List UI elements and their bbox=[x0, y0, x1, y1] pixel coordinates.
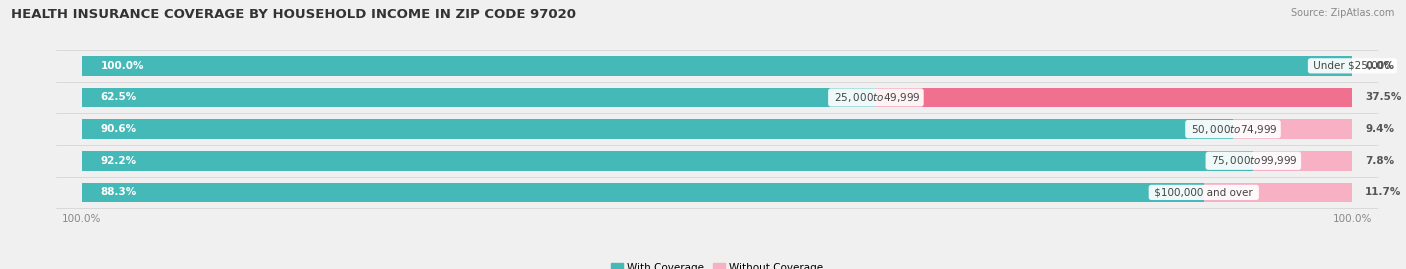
Text: 62.5%: 62.5% bbox=[101, 93, 136, 102]
Text: 7.8%: 7.8% bbox=[1365, 156, 1395, 166]
Legend: With Coverage, Without Coverage: With Coverage, Without Coverage bbox=[606, 259, 828, 269]
Bar bbox=[82, 56, 1353, 76]
Bar bbox=[82, 183, 1353, 202]
Bar bbox=[82, 151, 1253, 171]
Bar bbox=[82, 88, 876, 107]
Text: Under $25,000: Under $25,000 bbox=[1310, 61, 1395, 71]
Bar bbox=[82, 88, 1353, 107]
Text: $75,000 to $99,999: $75,000 to $99,999 bbox=[1208, 154, 1299, 167]
Text: 90.6%: 90.6% bbox=[101, 124, 136, 134]
Bar bbox=[1233, 119, 1353, 139]
Text: 0.0%: 0.0% bbox=[1365, 61, 1395, 71]
Bar bbox=[82, 183, 1204, 202]
Bar bbox=[876, 88, 1353, 107]
Text: 88.3%: 88.3% bbox=[101, 187, 136, 197]
Bar bbox=[1253, 151, 1353, 171]
Text: Source: ZipAtlas.com: Source: ZipAtlas.com bbox=[1291, 8, 1395, 18]
Bar bbox=[1204, 183, 1353, 202]
Text: 9.4%: 9.4% bbox=[1365, 124, 1395, 134]
Text: $50,000 to $74,999: $50,000 to $74,999 bbox=[1188, 123, 1278, 136]
Text: 100.0%: 100.0% bbox=[101, 61, 145, 71]
Bar bbox=[82, 119, 1233, 139]
Bar bbox=[82, 151, 1353, 171]
Text: 92.2%: 92.2% bbox=[101, 156, 136, 166]
Text: $100,000 and over: $100,000 and over bbox=[1152, 187, 1257, 197]
Bar bbox=[82, 119, 1353, 139]
Bar bbox=[82, 56, 1353, 76]
Text: HEALTH INSURANCE COVERAGE BY HOUSEHOLD INCOME IN ZIP CODE 97020: HEALTH INSURANCE COVERAGE BY HOUSEHOLD I… bbox=[11, 8, 576, 21]
Text: 37.5%: 37.5% bbox=[1365, 93, 1402, 102]
Text: 11.7%: 11.7% bbox=[1365, 187, 1402, 197]
Text: $25,000 to $49,999: $25,000 to $49,999 bbox=[831, 91, 921, 104]
